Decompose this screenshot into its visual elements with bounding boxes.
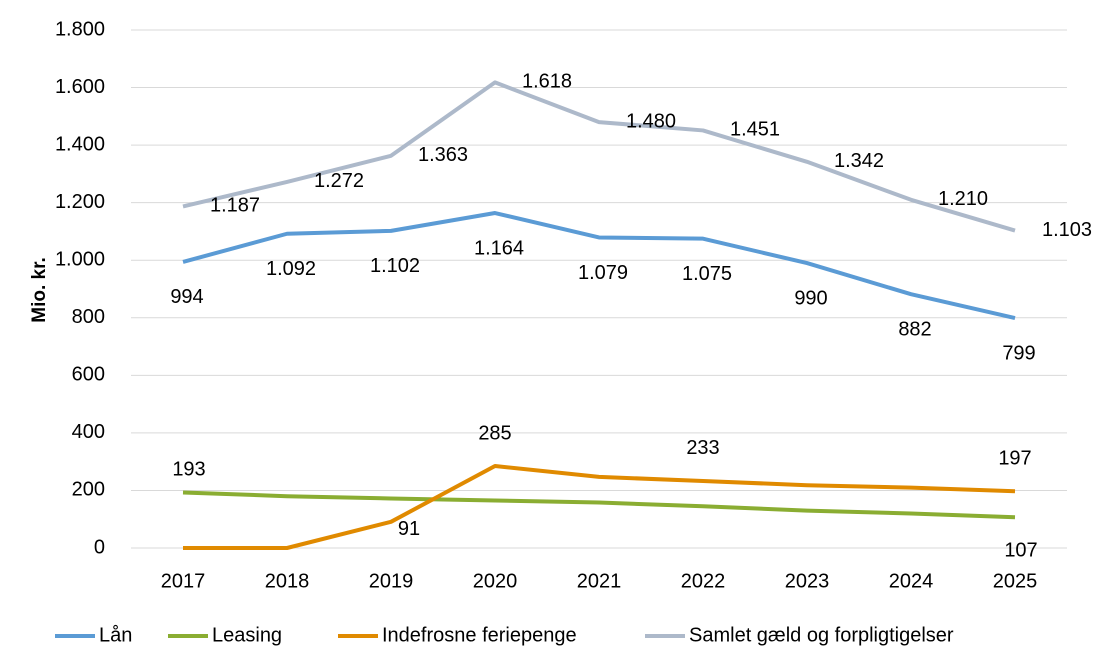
data-label: 1.102 [370, 255, 420, 277]
data-label: 799 [1002, 342, 1035, 364]
data-label: 1.363 [418, 144, 468, 166]
y-tick-label: 200 [72, 479, 105, 501]
data-label: 193 [172, 459, 205, 481]
x-tick-label: 2022 [681, 570, 726, 592]
data-label: 1.272 [314, 170, 364, 192]
data-label: 233 [686, 437, 719, 459]
data-label: 1.092 [266, 258, 316, 280]
data-label: 1.164 [474, 237, 524, 259]
data-label: 91 [398, 518, 420, 540]
x-tick-label: 2024 [889, 570, 934, 592]
y-tick-label: 600 [72, 364, 105, 386]
x-tick-label: 2019 [369, 570, 414, 592]
data-label: 1.103 [1042, 219, 1092, 241]
y-tick-label: 400 [72, 421, 105, 443]
data-label: 197 [998, 448, 1031, 470]
data-label: 1.075 [682, 263, 732, 285]
x-tick-label: 2018 [265, 570, 310, 592]
data-label: 107 [1004, 539, 1037, 561]
legend-label: Leasing [212, 624, 282, 646]
x-tick-label: 2025 [993, 570, 1038, 592]
y-tick-label: 1.800 [55, 18, 105, 40]
data-label: 285 [478, 422, 511, 444]
series-line [182, 211, 1016, 321]
y-tick-label: 0 [94, 536, 105, 558]
data-label: 1.187 [210, 195, 260, 217]
y-tick-label: 1.600 [55, 76, 105, 98]
data-label: 1.480 [626, 110, 676, 132]
data-label: 1.079 [578, 262, 628, 284]
y-tick-label: 1.200 [55, 191, 105, 213]
data-label: 1.618 [522, 71, 572, 93]
legend-label: Samlet gæld og forpligtigelser [689, 624, 954, 646]
series-line [182, 80, 1016, 233]
data-label: 994 [170, 286, 203, 308]
legend-label: Lån [99, 624, 132, 646]
data-label: 1.342 [834, 150, 884, 172]
series-line [182, 490, 1016, 520]
x-tick-label: 2017 [161, 570, 206, 592]
series-line [183, 463, 1016, 550]
data-label: 1.210 [938, 188, 988, 210]
y-tick-label: 1.400 [55, 133, 105, 155]
x-tick-label: 2020 [473, 570, 518, 592]
y-axis-title: Mio. kr. [29, 257, 50, 322]
data-label: 882 [898, 318, 931, 340]
data-label: 1.451 [730, 119, 780, 141]
data-label: 990 [794, 287, 827, 309]
y-tick-label: 800 [72, 306, 105, 328]
y-tick-label: 1.000 [55, 249, 105, 271]
x-tick-label: 2023 [785, 570, 830, 592]
x-tick-label: 2021 [577, 570, 622, 592]
legend-label: Indefrosne feriepenge [382, 624, 577, 646]
